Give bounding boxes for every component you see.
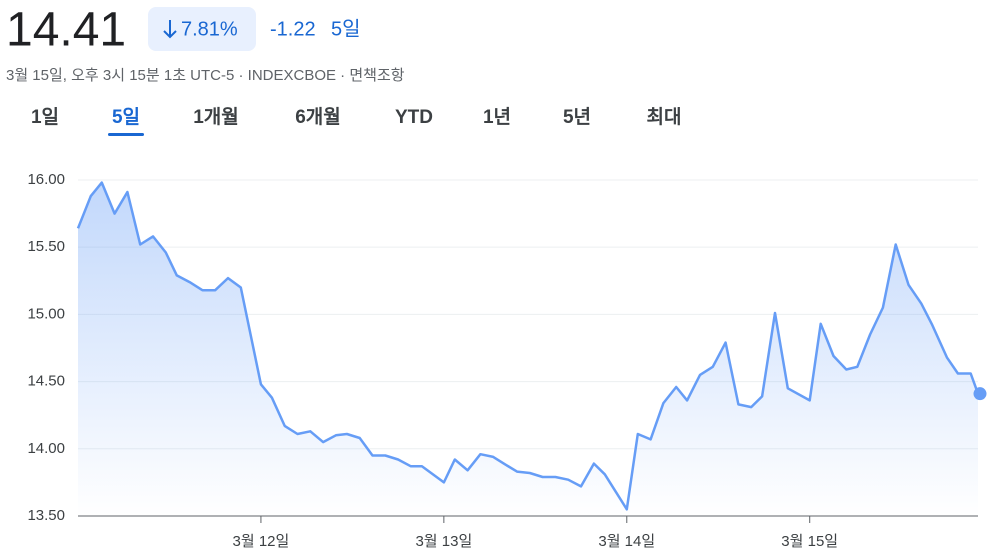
y-tick-label: 15.50 <box>27 238 65 255</box>
down-arrow <box>163 20 177 39</box>
range-tab[interactable]: 1일 <box>31 106 59 128</box>
x-tick-label: 3월 14일 <box>598 533 655 550</box>
x-tick-label: 3월 15일 <box>781 533 838 550</box>
last-point <box>973 387 987 401</box>
range-tab[interactable]: 5일 <box>112 106 140 128</box>
price: 14.41 <box>6 4 126 57</box>
change-pct: 7.81% <box>181 18 238 40</box>
range-tab[interactable]: 5년 <box>563 106 591 128</box>
change-badge <box>148 7 256 51</box>
y-tick-label: 13.50 <box>27 507 65 524</box>
change: -1.22 <box>270 18 316 40</box>
price-area <box>78 182 978 516</box>
range-tab[interactable]: 1년 <box>483 106 511 128</box>
range-tab[interactable]: YTD <box>395 107 433 128</box>
timestamp: 3월 15일, 오후 3시 15분 1초 UTC-5 · INDEXCBOE ·… <box>6 67 405 84</box>
range-tab[interactable]: 1개월 <box>193 106 239 128</box>
active-tab-underline <box>108 133 144 136</box>
y-tick-label: 15.00 <box>27 305 65 322</box>
x-tick-label: 3월 12일 <box>233 533 290 550</box>
y-tick-label: 14.00 <box>27 440 65 457</box>
x-tick-label: 3월 13일 <box>415 533 472 550</box>
period: 5일 <box>331 17 361 40</box>
range-tab[interactable]: 최대 <box>647 106 682 128</box>
range-tab[interactable]: 6개월 <box>295 106 341 128</box>
y-tick-label: 14.50 <box>27 373 65 390</box>
price-line <box>76 181 980 511</box>
y-tick-label: 16.00 <box>27 171 65 188</box>
